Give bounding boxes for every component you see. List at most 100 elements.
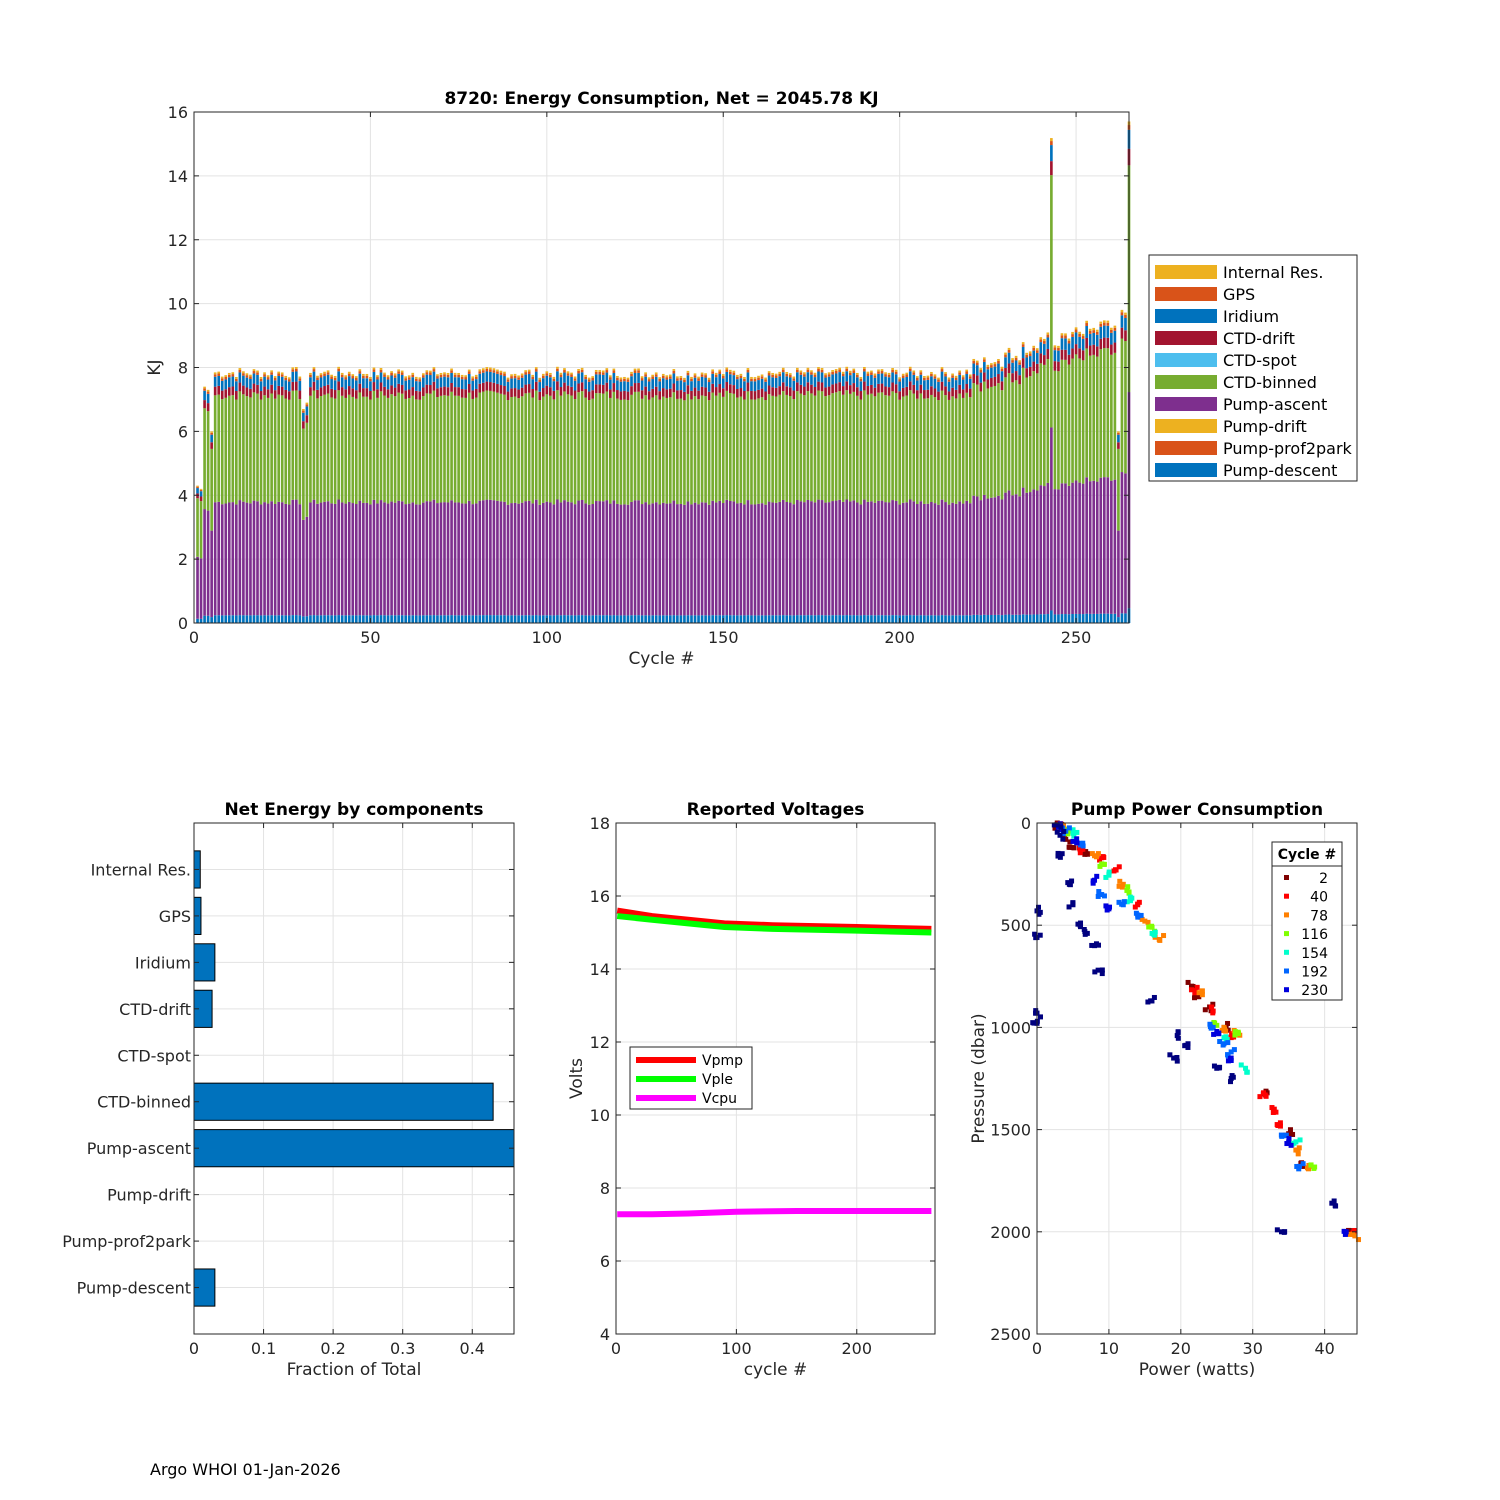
energy-segment-internal-res- (1039, 337, 1043, 340)
energy-segment-pump-ascent (838, 499, 842, 616)
pump-point-cycle-116 (1235, 1029, 1241, 1035)
energy-segment-ctd-drift (827, 386, 831, 396)
energy-bar-cycle-231 (1007, 347, 1011, 623)
energy-segment-iridium (760, 378, 764, 389)
x-tick-label: 0.3 (390, 1339, 415, 1358)
energy-segment-iridium (912, 374, 916, 385)
energy-segment-iridium (983, 361, 986, 373)
energy-segment-iridium (926, 379, 930, 390)
energy-segment-ctd-binned (252, 392, 256, 501)
energy-segment-internal-res- (224, 375, 228, 377)
energy-segment-iridium (365, 378, 369, 389)
energy-segment-ctd-binned (520, 396, 524, 503)
energy-segment-pump-descent (344, 615, 348, 623)
pump-point-cycle-154 (1106, 869, 1112, 875)
energy-segment-internal-res- (249, 374, 252, 377)
energy-segment-iridium (767, 375, 771, 386)
energy-segment-internal-res- (1021, 342, 1025, 345)
energy-segment-pump-descent (1046, 614, 1050, 623)
energy-bar-cycle-51 (372, 367, 376, 623)
energy-segment-pump-descent (354, 615, 358, 623)
pump-point-cycle-2 (1202, 1007, 1208, 1013)
pump-point-cycle-116 (1232, 1029, 1238, 1035)
energy-segment-ctd-binned (905, 395, 909, 503)
energy-segment-internal-res- (810, 370, 813, 373)
energy-segment-iridium (464, 379, 468, 390)
energy-bar-cycle-7 (217, 371, 221, 623)
energy-segment-ctd-drift (1120, 327, 1124, 339)
energy-segment-gps (1124, 314, 1127, 318)
energy-segment-ctd-drift (1110, 344, 1113, 355)
energy-segment-ctd-binned (711, 392, 714, 501)
energy-segment-ctd-binned (294, 390, 298, 500)
energy-segment-gps (524, 372, 527, 375)
pump-point-cycle-dark (1095, 967, 1101, 973)
energy-segment-ctd-drift (305, 415, 309, 423)
energy-segment-internal-res- (647, 377, 651, 380)
energy-segment-pump-descent (256, 615, 259, 623)
energy-segment-pump-descent (658, 615, 662, 623)
energy-segment-pump-descent (951, 615, 954, 623)
energy-segment-internal-res- (1085, 320, 1088, 324)
energy-segment-pump-descent (958, 615, 961, 623)
energy-segment-gps (915, 377, 919, 381)
energy-segment-ctd-binned (1102, 348, 1106, 478)
energy-segment-gps (326, 372, 330, 375)
energy-segment-ctd-drift (503, 385, 506, 395)
energy-segment-gps (718, 371, 722, 375)
energy-segment-ctd-binned (954, 398, 958, 504)
energy-bar-cycle-20 (263, 372, 266, 623)
energy-segment-pump-ascent (721, 503, 725, 616)
energy-segment-pump-ascent (630, 501, 633, 616)
energy-segment-ctd-drift (273, 390, 277, 399)
energy-segment-gps (450, 370, 453, 373)
energy-segment-pump-ascent (887, 502, 891, 616)
energy-segment-gps (559, 374, 563, 378)
energy-segment-gps (725, 369, 729, 372)
energy-segment-iridium (637, 372, 640, 383)
energy-segment-internal-res- (309, 372, 312, 375)
energy-segment-internal-res- (1028, 351, 1032, 354)
energy-segment-internal-res- (661, 373, 665, 376)
pump-point-cycle-192 (1220, 1042, 1226, 1048)
energy-segment-ctd-drift (291, 381, 295, 391)
energy-segment-internal-res- (1050, 138, 1053, 142)
energy-segment-ctd-drift (1088, 345, 1092, 356)
energy-bar-cycle-155 (739, 373, 743, 623)
energy-bar-cycle-46 (354, 376, 358, 623)
energy-bar-cycle-9 (224, 375, 228, 623)
energy-segment-ctd-binned (513, 396, 517, 503)
y-tick-label: 0 (1021, 814, 1031, 833)
energy-segment-internal-res- (457, 372, 460, 375)
energy-segment-ctd-binned (764, 400, 767, 505)
energy-segment-iridium (503, 376, 506, 386)
energy-segment-pump-descent (492, 615, 496, 623)
energy-segment-internal-res- (799, 370, 803, 373)
energy-segment-pump-ascent (552, 504, 556, 616)
energy-segment-ctd-drift (1102, 337, 1106, 349)
pump-point-cycle-dark (1055, 850, 1061, 856)
energy-segment-ctd-binned (224, 397, 228, 504)
energy-bar-cycle-223 (979, 368, 983, 623)
energy-segment-gps (1032, 347, 1036, 351)
energy-segment-ctd-drift (757, 389, 760, 399)
pump-point-cycle-2 (1083, 849, 1089, 855)
energy-bar-cycle-252 (1081, 333, 1085, 623)
energy-segment-gps (316, 377, 319, 381)
energy-segment-internal-res- (937, 377, 940, 380)
energy-segment-ctd-binned (206, 411, 210, 511)
energy-segment-gps (919, 372, 923, 375)
energy-segment-pump-ascent (242, 501, 245, 616)
energy-segment-ctd-binned (594, 393, 598, 502)
energy-segment-iridium (199, 491, 203, 497)
energy-segment-internal-res- (725, 367, 729, 370)
energy-segment-gps (1025, 354, 1029, 358)
x-tick-label: 150 (708, 628, 739, 647)
energy-segment-ctd-binned (975, 384, 979, 497)
energy-segment-ctd-binned (838, 391, 842, 500)
energy-segment-ctd-binned (986, 388, 990, 499)
energy-segment-pump-descent (845, 615, 849, 623)
energy-segment-iridium (474, 379, 478, 389)
energy-bar-cycle-156 (743, 377, 746, 623)
energy-segment-pump-descent (834, 615, 838, 623)
